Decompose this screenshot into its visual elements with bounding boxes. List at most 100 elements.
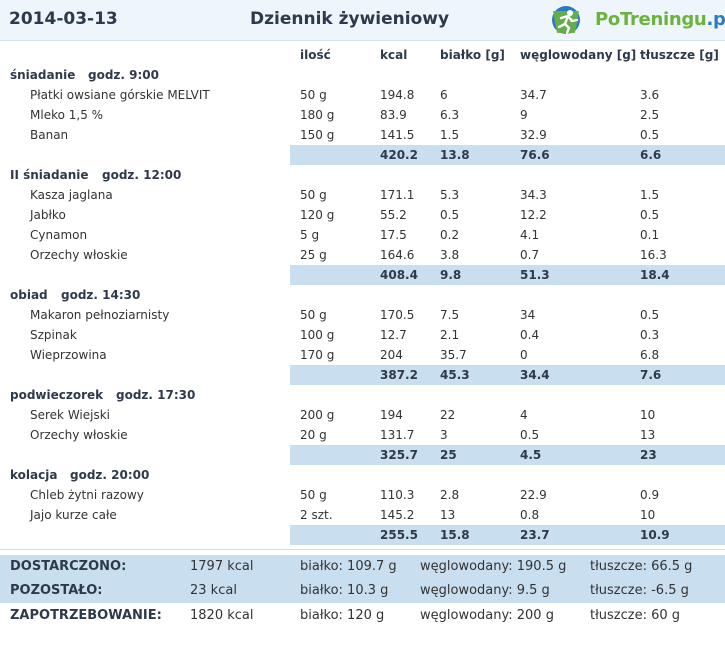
total-carbs: 34.4 [520,368,550,382]
summary-row: POZOSTAŁO: 23 kcal białko: 10.3 g węglowoda… [0,579,725,603]
food-carbs: 34 [520,308,536,322]
total-fat: 10.9 [640,528,670,542]
food-fat: 0.5 [640,308,660,322]
meal-total-row: 255.5 15.8 23.7 10.9 [0,525,725,545]
food-item-row: Płatki owsiane górskie MELVIT 50 g 194.8 6 3… [0,85,725,105]
food-protein: 0.2 [440,228,460,242]
food-protein: 22 [440,408,456,422]
diary-date: 2014-03-13 [9,9,118,29]
food-protein: 6.3 [440,108,460,122]
summary-protein: białko: 10.3 g [300,583,389,598]
meal-total-row: 387.2 45.3 34.4 7.6 [0,365,725,385]
summary-label: POZOSTAŁO: [10,583,103,598]
food-protein: 6 [440,88,448,102]
food-item-row: Cynamon 5 g 17.5 0.2 4.1 0.1 [0,225,725,245]
food-carbs: 0.7 [520,248,540,262]
summary-divider [0,549,725,550]
food-item-row: Kasza jaglana 50 g 171.1 5.3 34.3 1.5 [0,185,725,205]
meal-table: ilość kcal białko [g] węglowodany [g] tł… [0,45,725,545]
food-name: Kasza jaglana [30,188,113,202]
food-fat: 10 [640,508,656,522]
page-title: Dziennik żywieniowy [250,9,450,29]
col-header-carbs: węglowodany [g] [520,48,637,62]
food-name: Serek Wiejski [30,408,111,422]
food-carbs: 0.5 [520,428,540,442]
food-fat: 0.5 [640,208,660,222]
food-protein: 0.5 [440,208,460,222]
food-carbs: 9 [520,108,528,122]
food-quantity: 2 szt. [300,508,333,522]
summary-row: ZAPOTRZEBOWANIE: 1820 kcal białko: 120 g wę… [0,603,725,628]
page-header: 2014-03-13 Dziennik żywieniowy PoTrening… [0,0,725,41]
meal-total-band [290,365,725,385]
meal-name: II śniadanie [10,168,89,182]
total-kcal: 325.7 [380,448,418,462]
total-protein: 25 [440,448,457,462]
meal-time: godz. 12:00 [102,168,182,182]
food-kcal: 145.2 [380,508,415,522]
food-protein: 3 [440,428,448,442]
food-carbs: 32.9 [520,128,547,142]
food-item-row: Makaron pełnoziarnisty 50 g 170.5 7.5 34 0.5 [0,305,725,325]
food-kcal: 110.3 [380,488,415,502]
food-name: Orzechy włoskie [30,248,128,262]
food-fat: 2.5 [640,108,660,122]
potreningu-logo[interactable]: PoTreningu.pl [549,3,725,37]
food-kcal: 131.7 [380,428,415,442]
total-carbs: 23.7 [520,528,550,542]
food-quantity: 120 g [300,208,335,222]
food-item-row: Mleko 1,5 % 180 g 83.9 6.3 9 2.5 [0,105,725,125]
food-fat: 0.1 [640,228,660,242]
food-protein: 13 [440,508,456,522]
food-item-row: Banan 150 g 141.5 1.5 32.9 0.5 [0,125,725,145]
food-fat: 0.3 [640,328,660,342]
food-quantity: 50 g [300,488,327,502]
food-fat: 3.6 [640,88,660,102]
summary-kcal: 23 kcal [190,583,237,598]
col-header-fat: tłuszcze [g] [640,48,719,62]
food-protein: 2.8 [440,488,460,502]
food-quantity: 170 g [300,348,335,362]
meal-header: kolacja godz. 20:00 [0,465,725,485]
food-fat: 13 [640,428,656,442]
meal-total-band [290,145,725,165]
total-kcal: 408.4 [380,268,418,282]
food-fat: 6.8 [640,348,660,362]
meal-total-band [290,265,725,285]
total-fat: 6.6 [640,148,662,162]
food-name: Cynamon [30,228,88,242]
food-carbs: 4 [520,408,528,422]
meal-header: II śniadanie godz. 12:00 [0,165,725,185]
summary-fat: tłuszcze: -6.5 g [590,583,689,598]
food-name: Makaron pełnoziarnisty [30,308,170,322]
food-fat: 10 [640,408,656,422]
summary-fat: tłuszcze: 66.5 g [590,559,693,574]
food-item-row: Szpinak 100 g 12.7 2.1 0.4 0.3 [0,325,725,345]
meal-total-band [290,445,725,465]
food-quantity: 20 g [300,428,327,442]
food-fat: 0.9 [640,488,660,502]
col-header-kcal: kcal [380,48,408,62]
food-carbs: 22.9 [520,488,547,502]
food-kcal: 204 [380,348,403,362]
food-protein: 35.7 [440,348,467,362]
food-kcal: 55.2 [380,208,407,222]
summary-carbs: węglowodany: 190.5 g [420,559,567,574]
meal-time: godz. 9:00 [88,68,159,82]
food-protein: 2.1 [440,328,460,342]
meal-time: godz. 14:30 [61,288,141,302]
food-item-row: Wieprzowina 170 g 204 35.7 0 6.8 [0,345,725,365]
food-protein: 5.3 [440,188,460,202]
food-protein: 3.8 [440,248,460,262]
summary-kcal: 1820 kcal [190,608,254,623]
food-name: Banan [30,128,69,142]
food-carbs: 0 [520,348,528,362]
food-quantity: 50 g [300,188,327,202]
food-carbs: 0.8 [520,508,540,522]
col-header-protein: białko [g] [440,48,505,62]
total-kcal: 420.2 [380,148,418,162]
meal-header: śniadanie godz. 9:00 [0,65,725,85]
meal-name: obiad [10,288,48,302]
food-kcal: 17.5 [380,228,407,242]
food-name: Jabłko [30,208,66,222]
